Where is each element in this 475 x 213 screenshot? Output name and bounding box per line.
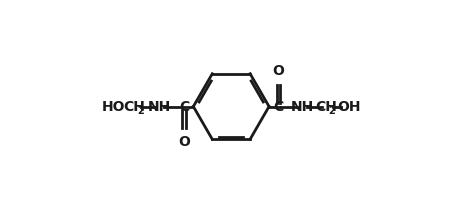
Text: C: C — [274, 99, 284, 114]
Text: C: C — [179, 99, 189, 114]
Text: 2: 2 — [137, 106, 143, 116]
Text: O: O — [273, 64, 285, 78]
Text: NH: NH — [291, 99, 314, 114]
Text: 2: 2 — [328, 106, 335, 116]
Text: CH: CH — [124, 99, 145, 114]
Text: CH: CH — [315, 99, 337, 114]
Text: O: O — [178, 135, 190, 149]
Text: NH: NH — [148, 99, 171, 114]
Text: OH: OH — [337, 99, 361, 114]
Text: HO: HO — [102, 99, 125, 114]
